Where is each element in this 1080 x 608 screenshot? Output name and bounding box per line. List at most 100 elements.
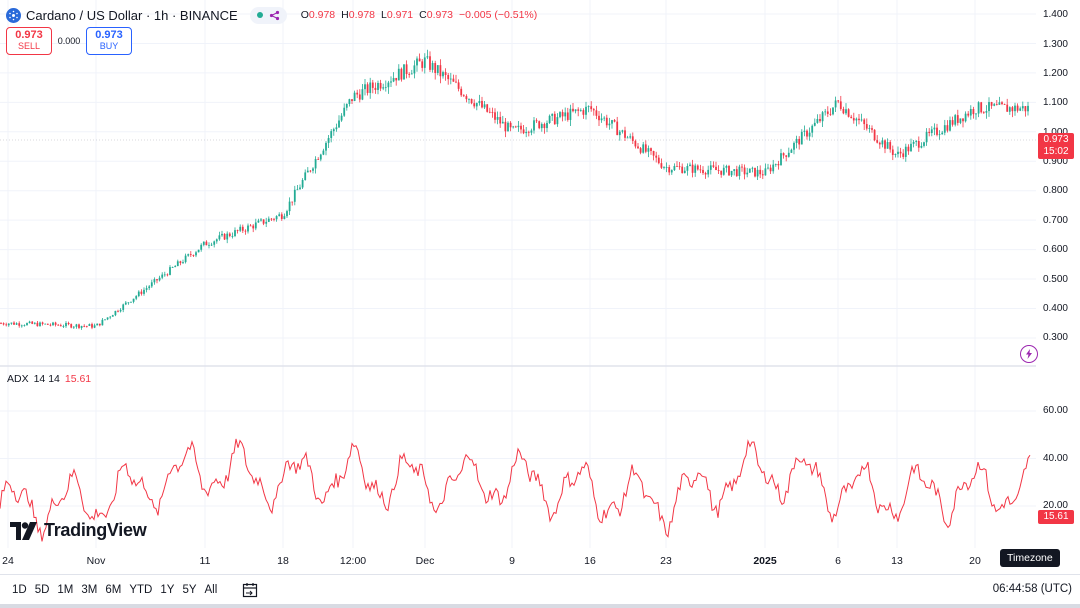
candle-body: [10, 322, 13, 324]
candle-body: [975, 113, 977, 115]
candle-body: [564, 112, 567, 117]
candle-body: [743, 167, 746, 175]
candle-body: [171, 267, 174, 268]
last-price-value: 0.973: [1043, 134, 1069, 145]
indicator-legend[interactable]: ADX 14 14 15.61: [7, 373, 91, 385]
sell-button[interactable]: 0.973 SELL: [6, 27, 52, 55]
candle-body: [509, 122, 512, 128]
candle-body: [985, 111, 988, 113]
candle-body: [153, 279, 156, 283]
candle-body: [936, 127, 938, 135]
indicator-params: 14 14: [33, 373, 60, 385]
candle-body: [280, 214, 283, 219]
candle-body: [878, 142, 881, 145]
candle-body: [907, 146, 910, 152]
range-button-1m[interactable]: 1M: [57, 583, 74, 596]
price-axis-label: 0.300: [1042, 332, 1068, 343]
range-button-6m[interactable]: 6M: [105, 583, 122, 596]
candle-body: [507, 122, 509, 132]
candle-body: [468, 98, 470, 100]
candle-body: [715, 166, 717, 171]
candle-body: [561, 112, 564, 117]
candle-body: [236, 230, 239, 231]
symbol-title[interactable]: Cardano / US Dollar · 1h · BINANCE: [26, 7, 238, 23]
candle-body: [275, 216, 278, 220]
price-axis-label: 1.400: [1042, 9, 1068, 20]
candle-body: [460, 88, 463, 96]
candle-body: [504, 121, 507, 132]
candle-body: [397, 68, 400, 81]
candle-body: [733, 169, 736, 171]
candle-body: [106, 317, 109, 320]
candle-body: [306, 170, 309, 173]
candle-body: [267, 218, 270, 222]
candle-body: [855, 118, 858, 121]
indicator-value: 15.61: [64, 373, 92, 385]
candle-body: [244, 230, 247, 232]
candle-body: [598, 115, 600, 121]
buy-button[interactable]: 0.973 BUY: [86, 27, 132, 55]
price-axis-label: 0.800: [1042, 185, 1068, 196]
lightning-icon[interactable]: [1020, 345, 1038, 363]
candle-body: [964, 113, 967, 122]
bottom-strip: [0, 604, 1080, 608]
range-button-5d[interactable]: 5D: [34, 583, 50, 596]
candle-body: [413, 65, 416, 74]
candle-body: [187, 254, 190, 256]
candle-body: [465, 96, 468, 100]
chart-canvas[interactable]: [0, 0, 1080, 574]
candle-body: [902, 153, 905, 157]
candle-body: [218, 235, 221, 240]
candle-body: [163, 274, 166, 276]
candle-body: [296, 189, 299, 191]
candle-body: [254, 222, 257, 229]
price-axis-label: 1.300: [1042, 39, 1068, 50]
candle-body: [769, 167, 772, 172]
range-button-3m[interactable]: 3M: [81, 583, 98, 596]
range-button-1y[interactable]: 1Y: [160, 583, 175, 596]
calendar-goto-icon[interactable]: [241, 581, 259, 599]
range-button-ytd[interactable]: YTD: [129, 583, 153, 596]
candle-body: [314, 159, 317, 169]
candle-body: [842, 108, 845, 114]
candle-body: [663, 167, 665, 168]
candle-body: [785, 155, 788, 157]
candle-body: [566, 112, 569, 120]
tradingview-wordmark: TradingView: [44, 520, 147, 540]
candle-body: [28, 321, 31, 324]
candle-body: [592, 109, 595, 111]
candle-body: [371, 82, 374, 88]
candle-body: [416, 58, 418, 66]
candle-body: [845, 109, 847, 114]
candle-body: [707, 169, 710, 175]
last-price-tag: 0.973 15:02: [1038, 133, 1074, 159]
market-status-pill[interactable]: [249, 6, 287, 24]
candle-body: [135, 296, 138, 299]
range-button-1d[interactable]: 1D: [12, 583, 27, 596]
time-axis-label: 16: [584, 555, 596, 567]
candle-body: [215, 239, 218, 242]
range-button-5y[interactable]: 5Y: [182, 583, 197, 596]
ohlc-high: H0.978: [341, 9, 376, 21]
price-axis-label: 1.200: [1042, 68, 1068, 79]
range-button-all[interactable]: All: [204, 583, 218, 596]
candle-body: [33, 322, 36, 324]
candle-body: [452, 78, 455, 82]
candle-body: [109, 316, 112, 318]
utc-clock[interactable]: 06:44:58 (UTC): [992, 583, 1072, 595]
candle-body: [283, 216, 286, 219]
candle-body: [657, 157, 660, 164]
candle-body: [332, 129, 335, 132]
candle-body: [959, 118, 962, 123]
candle-body: [174, 266, 177, 268]
market-open-dot-icon: [256, 12, 263, 18]
candle-body: [699, 169, 702, 171]
candle-body: [70, 324, 73, 328]
candle-body: [611, 120, 613, 124]
candle-body: [546, 122, 548, 129]
candle-body: [309, 170, 312, 172]
candle-body: [101, 319, 104, 326]
candle-body: [704, 173, 707, 175]
candle-body: [200, 244, 203, 250]
candle-body: [652, 151, 655, 156]
